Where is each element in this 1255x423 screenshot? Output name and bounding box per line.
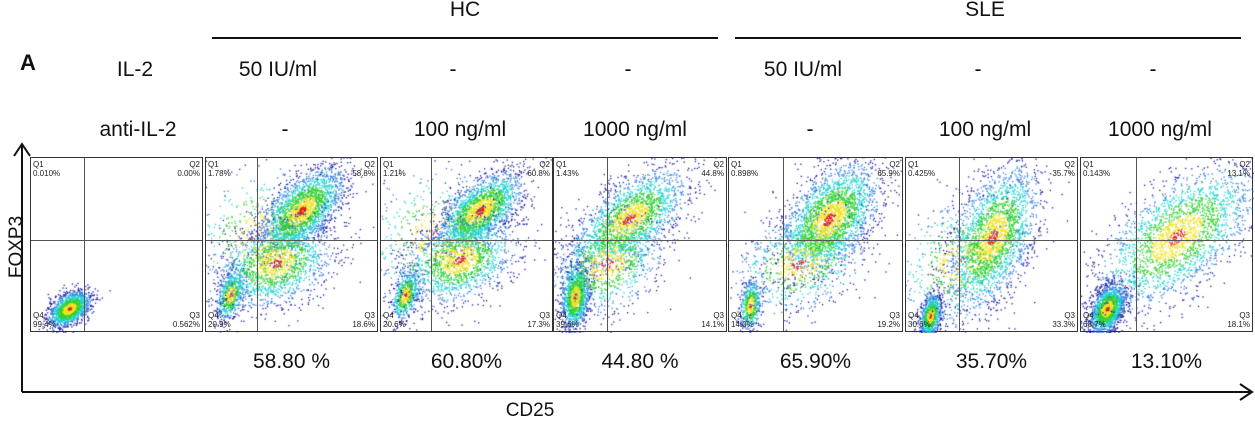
vertical-gate (431, 158, 432, 331)
flow-plot-6: Q1 0.425% Q2 35.7% Q3 33.3% Q4 30.6% (905, 157, 1079, 333)
il2-value: 50 IU/ml (238, 58, 318, 81)
q3-label: Q3 14.1% (701, 311, 724, 329)
flow-plot-7: Q1 0.143% Q2 13.1% Q3 18.1% Q4 68.7% (1080, 157, 1254, 333)
flow-plot-5: Q1 0.898% Q2 65.9% Q3 19.2% Q4 14.0% (728, 157, 904, 333)
density-dots (554, 158, 728, 333)
il2-value: - (449, 58, 457, 81)
horizontal-gate (729, 240, 902, 241)
group-label-sle: SLE (965, 0, 1005, 21)
x-axis-label: CD25 (505, 400, 555, 421)
horizontal-gate (31, 240, 202, 241)
flow-plot-2: Q1 1.78% Q2 58.8% Q3 18.6% Q4 20.9% (205, 157, 379, 333)
flow-plot-3: Q1 1.21% Q2 60.8% Q3 17.3% Q4 20.6% (380, 157, 554, 333)
group-label-hc: HC (449, 0, 481, 21)
anti-il2-value: - (806, 118, 814, 141)
vertical-gate (1136, 158, 1137, 331)
il2-value: - (974, 58, 982, 81)
panel-label: A (20, 50, 36, 75)
q4-label: Q4 14.0% (731, 311, 754, 329)
il2-value: 50 IU/ml (763, 58, 843, 81)
y-arrowhead (13, 142, 31, 157)
q2-label: Q2 35.7% (1052, 160, 1075, 178)
q4-label: Q4 30.6% (908, 311, 931, 329)
q4-label: Q4 68.7% (1083, 311, 1106, 329)
q1-label: Q1 0.898% (731, 160, 759, 178)
density-dots (1081, 158, 1254, 333)
flow-plot-1: Q1 0.010% Q2 0.00% Q3 0.562% Q4 99.4% (30, 157, 204, 333)
density-dots (729, 158, 904, 333)
y-axis-label: FOXP3 (6, 215, 28, 279)
vertical-gate (84, 158, 85, 331)
group-line-hc (212, 37, 718, 39)
q1-label: Q1 1.78% (208, 160, 231, 178)
vertical-gate (783, 158, 784, 331)
foxp3-cd25-percent: 60.80% (430, 350, 503, 373)
q1-label: Q1 0.010% (33, 160, 61, 178)
q2-label: Q2 60.8% (527, 160, 550, 178)
horizontal-gate (554, 240, 726, 241)
anti-il2-value: - (281, 118, 289, 141)
vertical-gate (959, 158, 960, 331)
foxp3-cd25-percent: 65.90% (779, 350, 852, 373)
density-dots (906, 158, 1079, 333)
foxp3-cd25-percent: 35.70% (955, 350, 1028, 373)
horizontal-gate (1081, 240, 1252, 241)
anti-il2-value: 1000 ng/ml (1108, 118, 1212, 141)
q2-label: Q2 58.8% (352, 160, 375, 178)
density-dots (206, 158, 379, 333)
anti-il2-value: 100 ng/ml (413, 118, 507, 141)
q4-label: Q4 39.6% (556, 311, 579, 329)
foxp3-cd25-percent: 44.80 % (601, 350, 679, 373)
row-label-il2: IL-2 (116, 58, 154, 81)
group-line-sle (735, 37, 1241, 39)
q1-label: Q1 0.143% (1083, 160, 1111, 178)
foxp3-cd25-percent: 58.80 % (252, 350, 331, 373)
q4-label: Q4 20.6% (383, 311, 406, 329)
horizontal-gate (906, 240, 1077, 241)
q1-label: Q1 1.43% (556, 160, 579, 178)
x-arrowhead (1239, 383, 1254, 401)
vertical-gate (607, 158, 608, 331)
density-dots (381, 158, 554, 333)
il2-value: - (624, 58, 632, 81)
q3-label: Q3 18.1% (1227, 311, 1250, 329)
horizontal-gate (381, 240, 552, 241)
row-label-anti-il2: anti-IL-2 (99, 118, 177, 141)
q1-label: Q1 0.425% (908, 160, 936, 178)
q4-label: Q4 20.9% (208, 311, 231, 329)
q3-label: Q3 33.3% (1052, 311, 1075, 329)
anti-il2-value: 1000 ng/ml (583, 118, 687, 141)
q3-label: Q3 18.6% (352, 311, 375, 329)
flow-plot-4: Q1 1.43% Q2 44.8% Q3 14.1% Q4 39.6% (553, 157, 728, 333)
density-dots (31, 158, 204, 333)
horizontal-gate (206, 240, 377, 241)
anti-il2-value: 100 ng/ml (938, 118, 1032, 141)
vertical-gate (257, 158, 258, 331)
q3-label: Q3 17.3% (527, 311, 550, 329)
q2-label: Q2 44.8% (701, 160, 724, 178)
q4-label: Q4 99.4% (33, 311, 56, 329)
foxp3-cd25-percent: 13.10% (1130, 350, 1203, 373)
q2-label: Q2 65.9% (877, 160, 900, 178)
q2-label: Q2 13.1% (1227, 160, 1250, 178)
il2-value: - (1149, 58, 1157, 81)
q1-label: Q1 1.21% (383, 160, 406, 178)
q3-label: Q3 0.562% (172, 311, 200, 329)
q2-label: Q2 0.00% (177, 160, 200, 178)
q3-label: Q3 19.2% (877, 311, 900, 329)
